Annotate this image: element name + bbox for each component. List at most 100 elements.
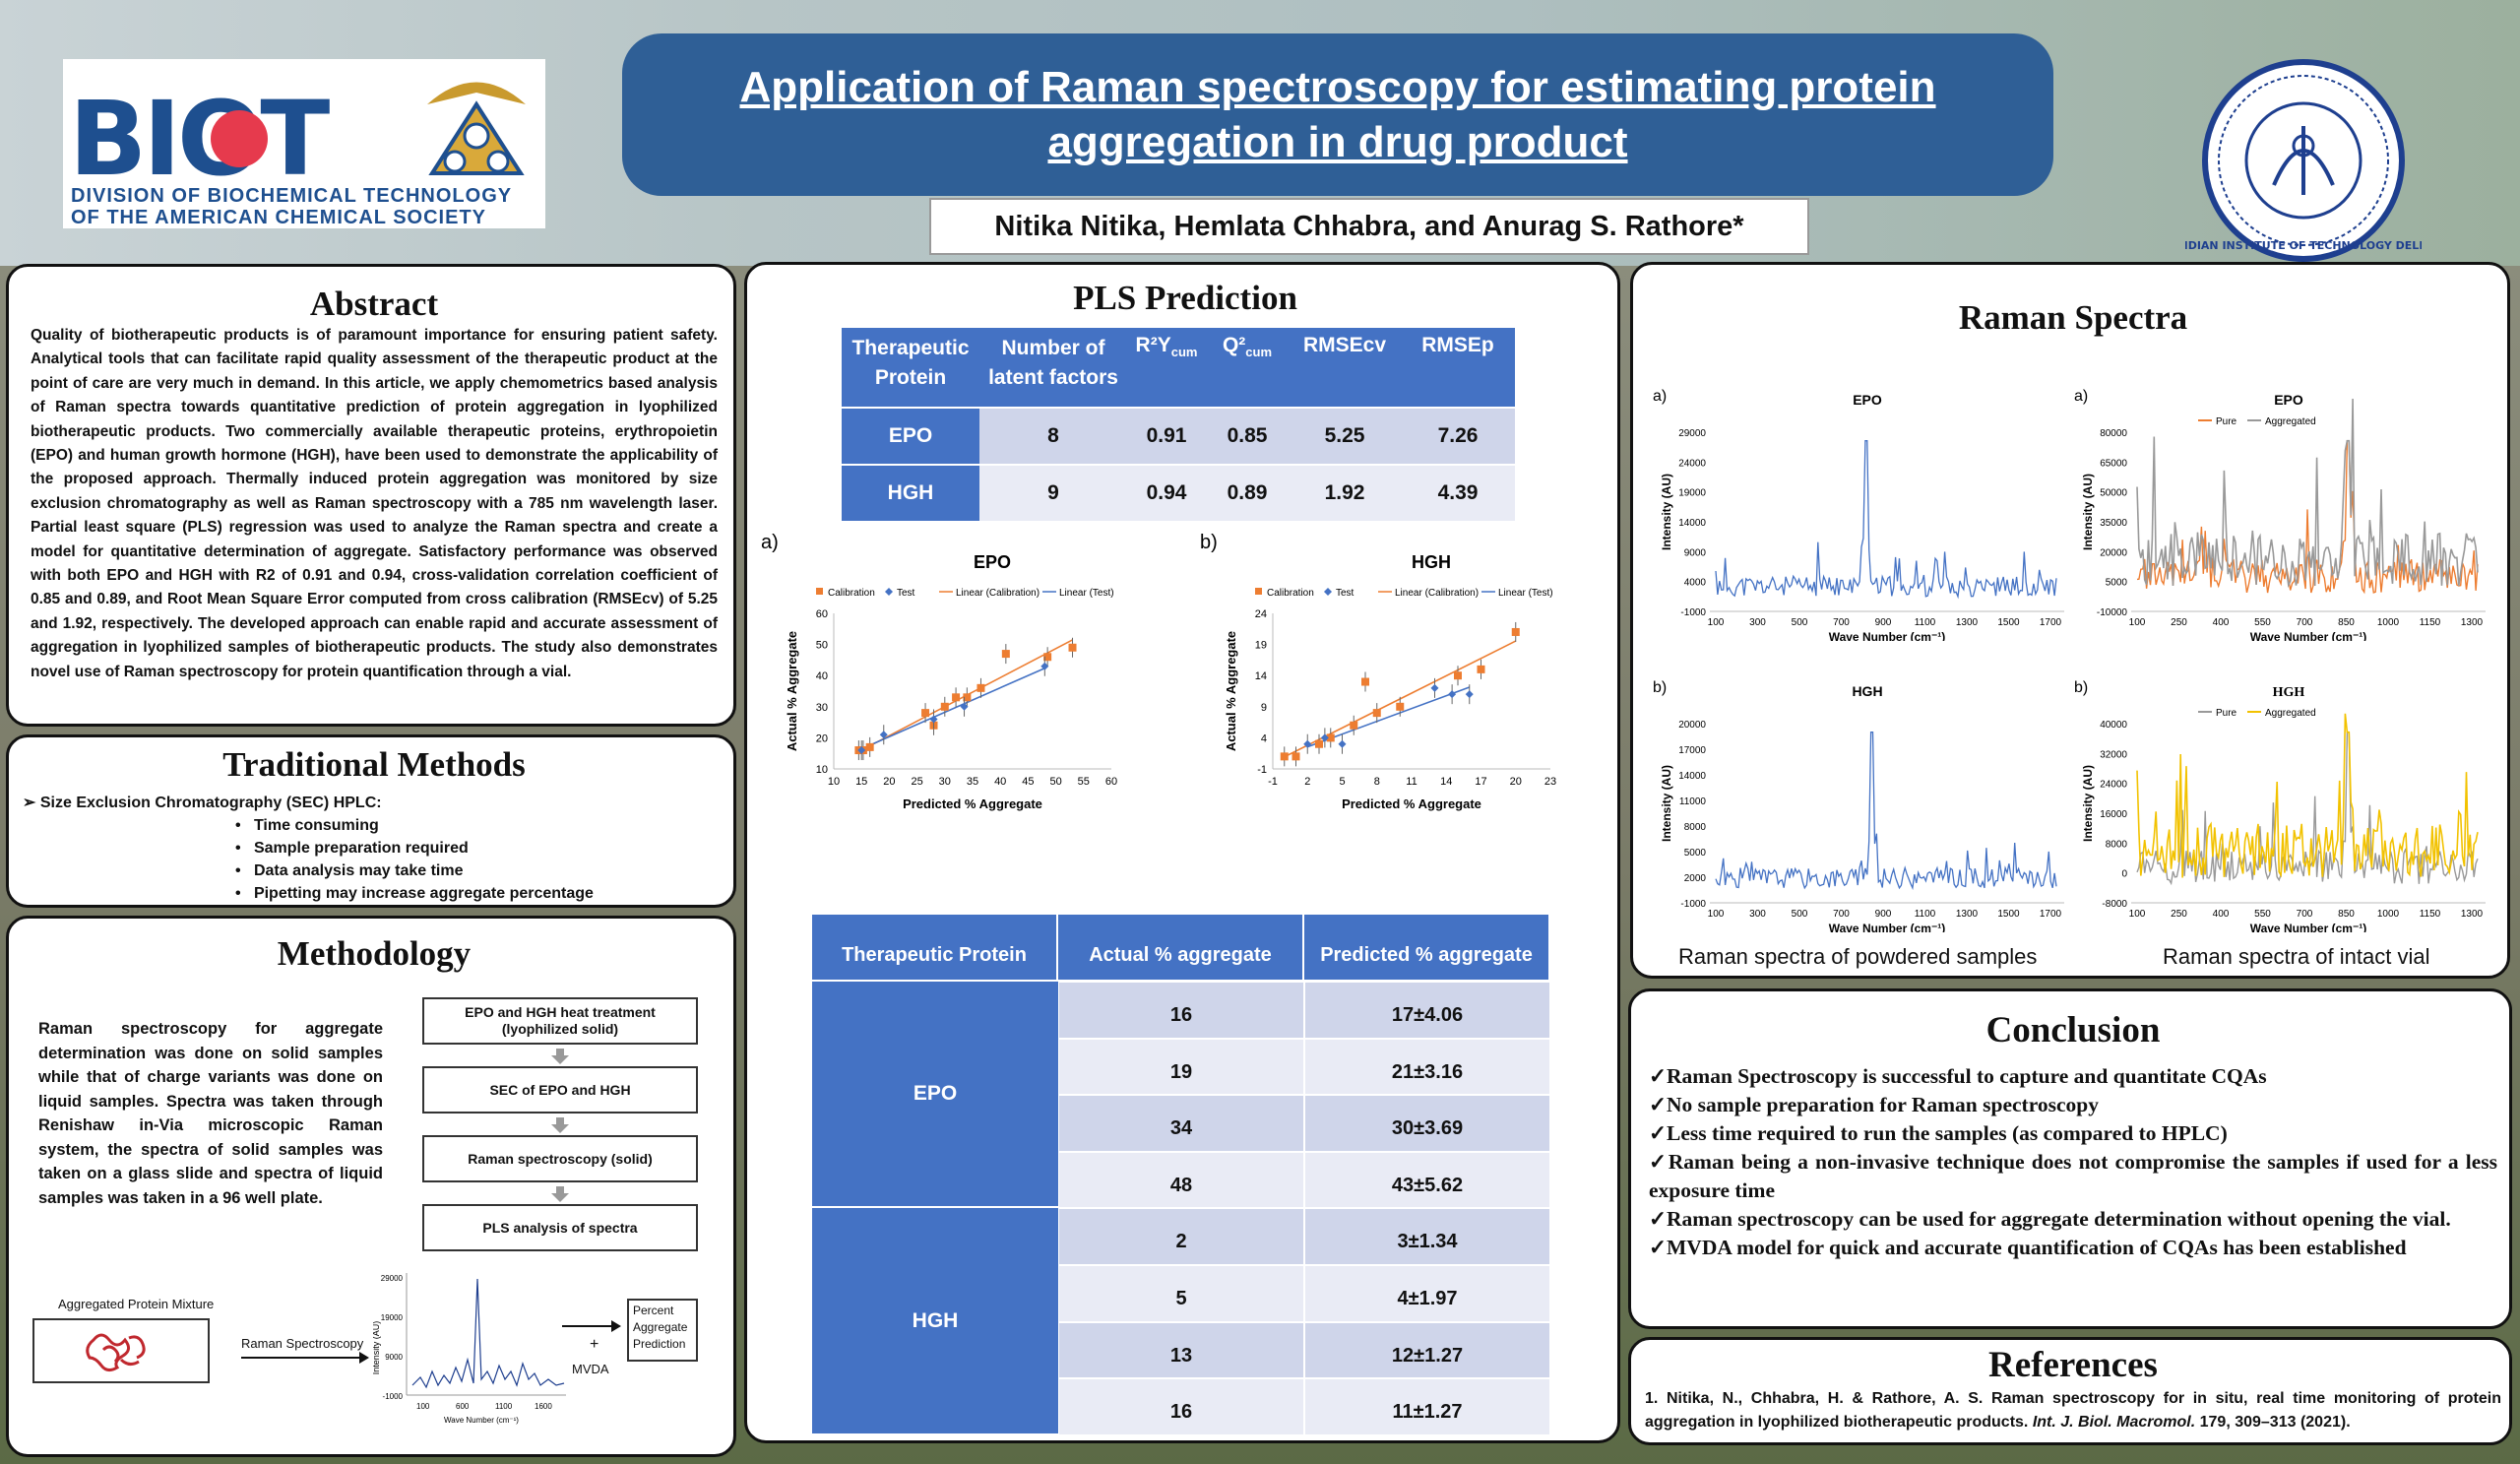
- x-tick-label: 1000: [2377, 909, 2400, 920]
- y-tick-label: 20: [816, 732, 828, 744]
- pls-title: PLS Prediction: [1073, 279, 1297, 317]
- table-cell: 9: [1047, 481, 1059, 504]
- legend-label: Calibration: [828, 588, 875, 599]
- calibration-point: [976, 683, 985, 692]
- y-tick-label: 9: [1261, 702, 1267, 714]
- y-axis-label: Intensity (AU): [2081, 765, 2095, 842]
- x-tick-label: 1300: [1956, 617, 1979, 628]
- header-cell: R²Ycum: [1127, 334, 1206, 359]
- y-tick-label: 24000: [2100, 780, 2127, 791]
- protein-aggregate-icon: [86, 1333, 146, 1372]
- calibration-point: [1001, 650, 1010, 659]
- legend-test-marker: [885, 588, 893, 596]
- x-tick-label: 20: [883, 776, 895, 788]
- test-point: [1040, 662, 1049, 670]
- x-tick-label: 500: [1792, 617, 1808, 628]
- x-tick-label: 100: [2129, 617, 2146, 628]
- y-tick-label: 14000: [1678, 771, 1706, 782]
- x-tick-label: 1500: [1997, 909, 2020, 920]
- y-tick-label: 24000: [1678, 458, 1706, 469]
- y-tick-label: 32000: [2100, 749, 2127, 760]
- panel-label: a): [1653, 388, 1667, 405]
- raman-spectra-panel: Raman Spectra a) EPO 29000 24000 19000 14000 9…: [1630, 262, 2510, 979]
- calibration-point: [1511, 627, 1520, 636]
- x-tick-label: 40: [994, 776, 1006, 788]
- list-item-text: Sample preparation required: [253, 840, 469, 857]
- chart-title: EPO: [2274, 392, 2303, 408]
- calibration-point: [1292, 752, 1300, 761]
- y-tick-label: 20000: [1678, 720, 1706, 731]
- conclusion-item: ✓Raman spectroscopy can be used for aggr…: [1649, 1207, 2451, 1231]
- conclusion-title: Conclusion: [1985, 1010, 2161, 1050]
- abstract-panel: Abstract Quality of biotherapeutic produ…: [6, 264, 736, 727]
- right-arrow-icon: [562, 1320, 621, 1332]
- x-tick-label: 17: [1475, 776, 1486, 788]
- aggregated-spectrum-line: [2136, 713, 2479, 878]
- y-tick-label: 40: [816, 670, 828, 682]
- x-tick-label: 500: [1792, 909, 1808, 920]
- prediction-table: Therapeutic Protein Actual % aggregate Pre…: [812, 915, 1550, 1435]
- x-tick-label: 35: [967, 776, 978, 788]
- calibration-point: [952, 693, 961, 702]
- x-tick-label: 20: [1510, 776, 1522, 788]
- calibration-point: [1477, 665, 1485, 673]
- x-axis-label: Wave Number (cm⁻¹): [2250, 630, 2367, 641]
- traditional-methods-panel: Traditional Methods ➢ Size Exclusion Chr…: [6, 734, 736, 908]
- list-item-text: Time consuming: [253, 817, 379, 834]
- list-item: • Time consuming: [235, 817, 379, 834]
- pred-cell: 2: [1058, 1208, 1304, 1265]
- table-row-hgh: HGH 9 0.94 0.89 1.92 4.39: [842, 466, 1515, 521]
- methodology-text: Raman spectroscopy for aggregate determi…: [38, 1020, 383, 1207]
- sec-heading: ➢ Size Exclusion Chromatography (SEC) HP…: [23, 793, 382, 812]
- mixture-box: [32, 1318, 210, 1383]
- calibration-point: [1372, 709, 1381, 718]
- table-header-row: Therapeutic Protein Number of latent fac…: [842, 328, 1515, 407]
- x-tick-label: 550: [2254, 909, 2271, 920]
- x-tick-label: 900: [1875, 617, 1892, 628]
- reference-body: 1. Nitika, N., Chhabra, H. & Rathore, A.…: [1645, 1390, 2501, 1431]
- pls-stats-table: Therapeutic Protein Number of latent fac…: [842, 328, 1515, 521]
- y-tick-label: 24: [1255, 608, 1267, 620]
- pred-cell: 17±4.06: [1304, 982, 1550, 1039]
- y-tick-label: 35000: [2100, 518, 2127, 529]
- mini-y-tick: 19000: [381, 1313, 404, 1322]
- chart-title: EPO: [1853, 392, 1882, 408]
- flow-step-4: PLS analysis of spectra: [422, 1204, 698, 1251]
- list-item: • Sample preparation required: [235, 840, 469, 857]
- test-point: [960, 702, 969, 711]
- iit-delhi-logo-icon: INDIAN INSTITUTE OF TECHNOLOGY DELHI: [2185, 59, 2422, 262]
- x-tick-label: 10: [828, 776, 840, 788]
- row-label: EPO: [842, 409, 979, 464]
- test-point: [879, 731, 888, 739]
- panel-label: b): [1200, 532, 1218, 553]
- mini-raman-spectrum: Intensity (AU) 29000 19000 9000 -1000 10…: [373, 1273, 566, 1425]
- test-point: [857, 746, 866, 755]
- x-tick-label: 1100: [1915, 909, 1936, 920]
- x-tick-label: 2: [1304, 776, 1310, 788]
- raman-title: Raman Spectra: [1958, 298, 2188, 337]
- y-tick-label: 4: [1261, 732, 1267, 744]
- legend-label: Linear (Calibration): [1395, 588, 1479, 599]
- test-point: [929, 715, 938, 724]
- conclusion-item: ✓Raman being a non-invasive technique do…: [1649, 1150, 2497, 1202]
- x-tick-label: 55: [1078, 776, 1090, 788]
- header-cell: RMSEcv: [1302, 334, 1387, 356]
- sec-heading-text: Size Exclusion Chromatography (SEC) HPLC…: [39, 795, 382, 811]
- down-arrow-icon: [551, 1117, 569, 1133]
- panel-label: b): [1653, 679, 1667, 696]
- x-tick-label: 700: [2297, 617, 2313, 628]
- test-point: [1430, 683, 1439, 692]
- legend-label: Test: [1336, 588, 1354, 599]
- raman-vial-epo: a) EPO Pure Aggregated 80000 65000 50000 35000 2…: [2074, 388, 2486, 641]
- biot-subtitle-line2: OF THE AMERICAN CHEMICAL SOCIETY: [71, 207, 487, 228]
- reference-journal: Int. J. Biol. Macromol.: [2032, 1414, 2196, 1431]
- test-point: [1448, 690, 1457, 699]
- y-tick-label: 65000: [2100, 458, 2127, 469]
- pred-header-cell: Therapeutic Protein: [812, 915, 1058, 980]
- authors: Nitika Nitika, Hemlata Chhabra, and Anur…: [929, 198, 1809, 255]
- chart-title: HGH: [1852, 683, 1882, 699]
- y-tick-label: 4000: [1684, 578, 1707, 589]
- x-tick-label: 100: [1708, 617, 1725, 628]
- x-tick-label: 700: [1833, 909, 1850, 920]
- legend-label: Linear (Calibration): [956, 588, 1040, 599]
